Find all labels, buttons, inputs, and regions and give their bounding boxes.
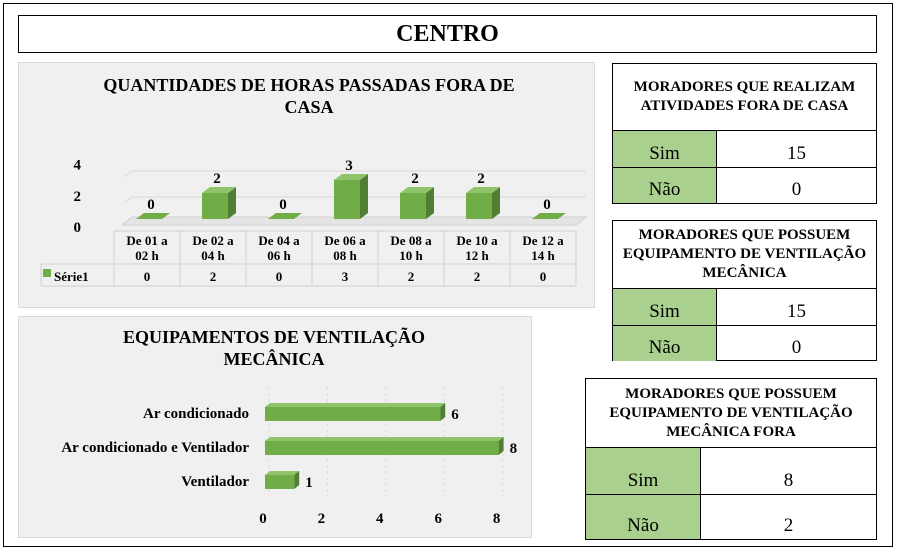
bar bbox=[265, 441, 499, 455]
x-tick-label: De 12 a 14 h bbox=[522, 233, 564, 263]
legend-label: Série1 bbox=[54, 269, 89, 284]
row-value: 8 bbox=[701, 448, 876, 494]
activities-table-title: MORADORES QUE REALIZAM ATIVIDADES FORA D… bbox=[613, 64, 876, 131]
x-tick-label: 4 bbox=[376, 511, 384, 527]
data-label: 0 bbox=[279, 197, 287, 213]
row-value: 15 bbox=[717, 289, 876, 325]
bar-top bbox=[265, 403, 445, 407]
table-row: Sim 15 bbox=[613, 289, 876, 325]
bar bbox=[265, 475, 294, 489]
activities-table: MORADORES QUE REALIZAM ATIVIDADES FORA D… bbox=[612, 63, 877, 204]
ventilation-table-title: MORADORES QUE POSSUEM EQUIPAMENTO DE VEN… bbox=[613, 221, 876, 289]
data-label: 2 bbox=[477, 171, 485, 187]
y-tick-label: 2 bbox=[74, 189, 82, 205]
data-label: 6 bbox=[451, 407, 459, 423]
bar bbox=[466, 193, 492, 219]
x-tick-label: De 06 a 08 h bbox=[324, 233, 366, 263]
table-value: 0 bbox=[144, 269, 151, 284]
data-label: 0 bbox=[543, 197, 551, 213]
x-tick-label: 8 bbox=[493, 511, 501, 527]
row-label: Não bbox=[613, 326, 717, 361]
x-tick-label: De 08 a 10 h bbox=[390, 233, 432, 263]
row-label: Não bbox=[586, 495, 701, 539]
table-row: Não 0 bbox=[613, 325, 876, 361]
x-tick-label: 2 bbox=[318, 511, 326, 527]
ventilation-outside-table: MORADORES QUE POSSUEM EQUIPAMENTO DE VEN… bbox=[585, 378, 877, 540]
table-value: 2 bbox=[408, 269, 415, 284]
table-value: 0 bbox=[540, 269, 547, 284]
bar-top bbox=[265, 437, 504, 441]
data-label: 2 bbox=[213, 171, 221, 187]
data-label: 1 bbox=[305, 475, 313, 491]
hours-chart: 0 2 4 0 2 0 3 2 2 0 De 01 a 02 h 0 De 02 a 04 h 2 De 04 … bbox=[19, 63, 596, 309]
x-tick-label: 6 bbox=[434, 511, 442, 527]
table-value: 2 bbox=[474, 269, 481, 284]
row-value: 0 bbox=[717, 326, 876, 361]
ventilation-chart: 0 2 4 6 8 Ar condicionado 6 Ar condicionado e V… bbox=[19, 317, 533, 539]
data-label: 3 bbox=[345, 158, 353, 174]
y-tick-label: Ar condicionado e Ventilador bbox=[61, 440, 249, 456]
row-label: Sim bbox=[613, 131, 717, 167]
ventilation-outside-table-title: MORADORES QUE POSSUEM EQUIPAMENTO DE VEN… bbox=[586, 379, 876, 448]
bar-top bbox=[265, 471, 299, 475]
x-tick-label: De 02 a 04 h bbox=[192, 233, 234, 263]
y-tick-label: 4 bbox=[74, 158, 82, 174]
row-label: Não bbox=[613, 168, 717, 203]
table-row: Não 0 bbox=[613, 167, 876, 203]
row-value: 2 bbox=[701, 495, 876, 539]
ventilation-table: MORADORES QUE POSSUEM EQUIPAMENTO DE VEN… bbox=[612, 220, 877, 361]
x-tick-label: De 04 a 06 h bbox=[258, 233, 300, 263]
bar-side bbox=[360, 174, 368, 219]
data-label: 8 bbox=[510, 441, 517, 457]
x-tick-label: De 10 a 12 h bbox=[456, 233, 498, 263]
y-tick-label: Ar condicionado bbox=[143, 406, 249, 422]
y-tick-label: Ventilador bbox=[181, 474, 249, 490]
table-row: Não 2 bbox=[586, 494, 876, 539]
row-label: Sim bbox=[586, 448, 701, 494]
bar bbox=[400, 193, 426, 219]
data-label: 2 bbox=[411, 171, 419, 187]
data-label: 0 bbox=[147, 197, 155, 213]
bar bbox=[202, 193, 228, 219]
legend-key bbox=[43, 269, 51, 277]
row-label: Sim bbox=[613, 289, 717, 325]
hours-chart-panel: QUANTIDADES DE HORAS PASSADAS FORA DE CA… bbox=[18, 62, 595, 308]
row-value: 0 bbox=[717, 168, 876, 203]
table-value: 3 bbox=[342, 269, 349, 284]
x-tick-label: De 01 a 02 h bbox=[126, 233, 168, 263]
table-row: Sim 8 bbox=[586, 448, 876, 494]
y-tick-label: 0 bbox=[74, 220, 82, 236]
table-value: 0 bbox=[276, 269, 283, 284]
table-value: 2 bbox=[210, 269, 217, 284]
row-value: 15 bbox=[717, 131, 876, 167]
bar bbox=[265, 407, 440, 421]
x-tick-label: 0 bbox=[259, 511, 267, 527]
bar bbox=[334, 180, 360, 219]
page-title: CENTRO bbox=[18, 15, 877, 53]
table-row: Sim 15 bbox=[613, 131, 876, 167]
